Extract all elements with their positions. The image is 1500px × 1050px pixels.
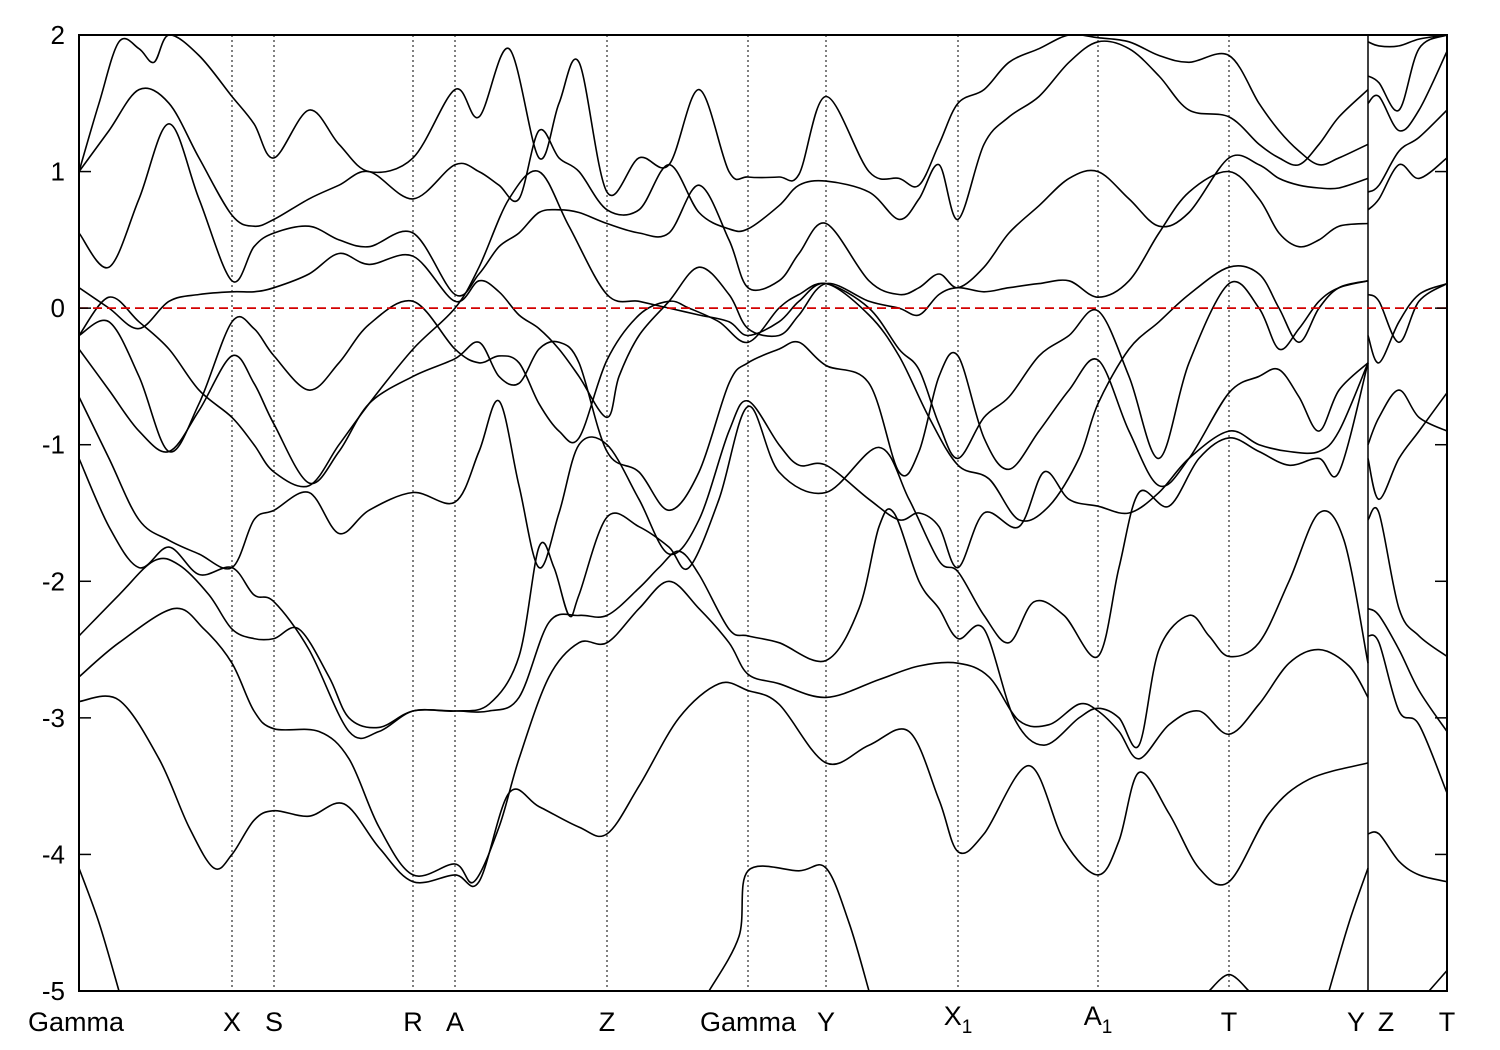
band-line-13 [1367,506,1447,658]
y-tick-label: -1 [42,430,65,460]
kpoint-label: A1 [1084,1001,1113,1038]
y-tick-label: 2 [51,20,65,50]
band-line-28 [1328,867,1369,991]
band-line-19 [1367,282,1447,364]
band-line-0 [79,867,120,991]
kpoint-label: X1 [944,1001,973,1038]
band-line-27 [1208,973,1250,991]
kpoint-label: Y [1347,1007,1365,1037]
band-line-21 [1367,157,1447,211]
kpoint-label: A [446,1007,464,1037]
x-kpoint-labels: Gamma X S R A Z Gamma Y X1 A1 T Y Z T [28,1001,1455,1038]
y-tick-label: -5 [42,976,65,1006]
band-line-20 [1367,282,1447,344]
kpoint-label: T [1439,1007,1456,1037]
band-line-6 [79,340,1369,512]
band-line-16 [1367,831,1447,883]
y-tick-label: -2 [42,566,65,596]
plot-frame [78,34,1448,992]
y-tick-labels: 2 1 0 -1 -2 -3 -4 -5 [42,20,65,1006]
band-line-26 [708,863,870,991]
y-tick-label: 1 [51,157,65,187]
band-line-7 [79,280,1369,460]
kpoint-label: Z [1378,1007,1395,1037]
band-line-17 [1367,389,1447,445]
kpoint-label: R [403,1007,423,1037]
band-lines [79,35,1447,991]
band-line-25 [1367,35,1447,48]
band-line-3 [79,508,1369,749]
band-line-23 [1367,51,1447,132]
kpoint-label: Gamma [28,1007,125,1037]
band-line-5 [79,362,1369,570]
band-line-14 [1367,607,1447,732]
kpoint-label: T [1221,1007,1238,1037]
band-line-2 [79,580,1369,884]
y-tick-label: -4 [42,839,65,869]
band-line-24 [1367,35,1447,112]
band-line-8 [79,170,1369,419]
kpoint-label: Gamma [700,1007,797,1037]
band-line-29 [1428,969,1447,991]
kpoint-label: Z [599,1007,616,1037]
y-tick-label: 0 [51,293,65,323]
band-line-18 [1367,392,1447,501]
band-line-9 [79,122,1369,297]
kpoint-label: S [265,1007,283,1037]
band-line-11 [79,35,1369,197]
band-line-4 [79,362,1369,740]
band-line-12 [79,170,1369,522]
band-line-10 [79,40,1369,233]
band-line-22 [1367,109,1447,193]
band-line-15 [1367,634,1447,794]
y-tick-label: -3 [42,703,65,733]
kpoint-label: Y [817,1007,835,1037]
band-line-1 [79,681,1369,888]
kpoint-label: X [223,1007,241,1037]
kpoint-divider-lines [231,35,1369,991]
